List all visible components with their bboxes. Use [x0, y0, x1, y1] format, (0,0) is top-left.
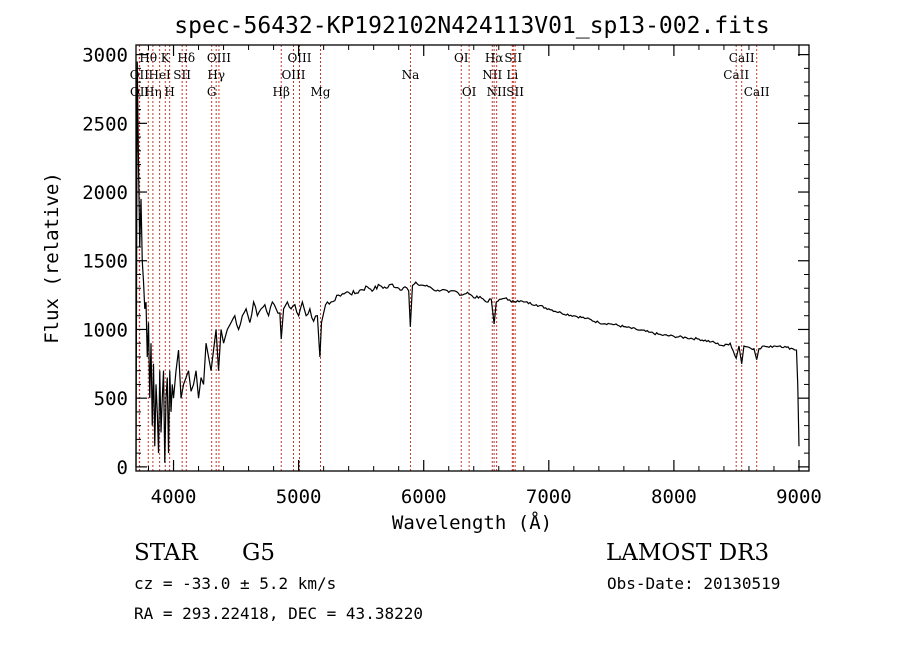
line-marker-label-22: Li	[506, 68, 518, 82]
line-marker-label-20: Hα	[485, 51, 504, 65]
object-class: STAR	[134, 540, 198, 566]
x-axis-label: Wavelength (Å)	[392, 511, 552, 534]
line-marker-label-27: CaII	[744, 85, 770, 99]
line-marker-label-8: Hδ	[177, 51, 195, 65]
y-tick-label-3: 1500	[82, 251, 128, 273]
observation-date: Obs-Date: 20130519	[607, 574, 781, 593]
y-tick-label-0: 0	[117, 457, 128, 479]
y-tick-label-5: 2500	[82, 113, 128, 135]
line-marker-label-7: SII	[173, 68, 191, 82]
y-tick-label-6: 3000	[82, 45, 128, 67]
line-marker-label-18: OI	[462, 85, 477, 99]
line-marker-label-15: Mg	[311, 85, 331, 99]
y-axis-label: Flux (relative)	[41, 172, 63, 344]
x-tick-label-1: 5000	[276, 486, 322, 508]
axis-ticks: 4000 5000 6000 7000 8000 9000 0 500 1000 1500 2000…	[82, 45, 822, 508]
line-marker-label-2: Hθ	[139, 51, 157, 65]
object-subclass: G5	[242, 540, 276, 566]
line-marker-label-11: OIII	[207, 51, 231, 65]
line-marker-label-12: Hβ	[273, 85, 290, 99]
x-tick-label-0: 4000	[151, 486, 197, 508]
line-marker-label-21: NII	[487, 85, 507, 99]
x-tick-label-2: 6000	[401, 486, 447, 508]
line-marker-label-3: Hη	[144, 85, 162, 99]
line-marker-label-23: SII	[504, 51, 522, 65]
y-tick-label-2: 1000	[82, 319, 128, 341]
line-marker-label-26: CaII	[729, 51, 755, 65]
line-marker-label-25: CaII	[723, 68, 749, 82]
line-marker-label-4: HeI	[148, 68, 171, 82]
y-tick-label-1: 500	[94, 388, 128, 410]
line-marker-label-5: K	[161, 51, 171, 65]
line-marker-label-13: OIII	[281, 68, 305, 82]
line-marker-label-10: Hγ	[207, 68, 225, 82]
coordinates: RA = 293.22418, DEC = 43.38220	[134, 604, 423, 623]
spectral-line-markers: OIIOIIHθHηHeIKHSIIHδGHγOIIIHβOIIIOIIIMgN…	[130, 45, 770, 471]
y-tick-label-4: 2000	[82, 182, 128, 204]
x-tick-label-4: 8000	[651, 486, 697, 508]
line-marker-label-24: SII	[506, 85, 524, 99]
line-marker-label-19: NII	[482, 68, 502, 82]
x-tick-label-5: 9000	[776, 486, 822, 508]
line-marker-label-14: OIII	[287, 51, 311, 65]
line-marker-label-1: OII	[130, 85, 150, 99]
plot-frame	[135, 44, 810, 472]
line-marker-label-16: Na	[402, 68, 420, 82]
line-marker-label-17: OI	[454, 51, 469, 65]
redshift-info: cz = -33.0 ± 5.2 km/s	[134, 574, 337, 593]
line-marker-label-9: G	[207, 85, 217, 99]
survey-name: LAMOST DR3	[606, 540, 770, 566]
chart-title: spec-56432-KP192102N424113V01_sp13-002.f…	[174, 13, 769, 39]
spectrum-series-line	[135, 61, 800, 467]
x-tick-label-3: 7000	[526, 486, 572, 508]
line-marker-label-6: H	[164, 85, 174, 99]
